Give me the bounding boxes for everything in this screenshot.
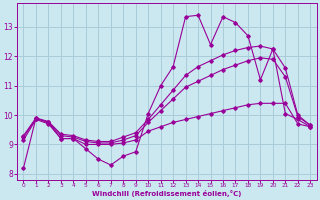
X-axis label: Windchill (Refroidissement éolien,°C): Windchill (Refroidissement éolien,°C)	[92, 190, 242, 197]
